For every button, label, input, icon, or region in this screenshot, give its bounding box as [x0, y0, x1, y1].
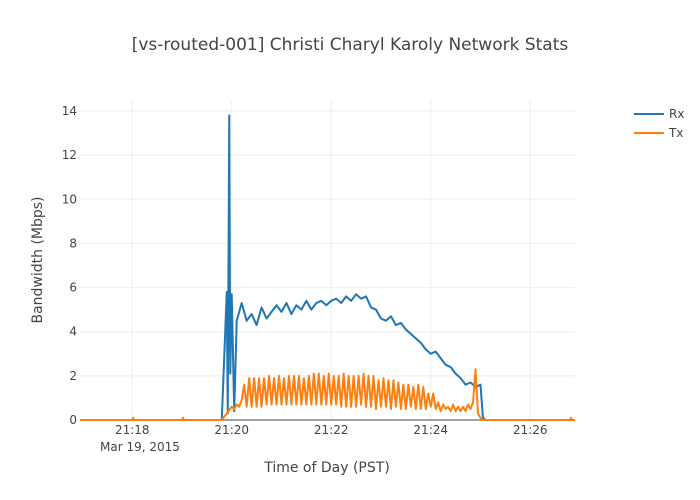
x-axis-title: Time of Day (PST): [263, 460, 390, 476]
y-tick-label: 6: [69, 281, 77, 295]
y-tick-label: 8: [69, 236, 77, 250]
x-tick-label: 21:26: [513, 423, 548, 437]
y-tick-label: 4: [69, 325, 77, 339]
legend-item-rx[interactable]: Rx: [634, 107, 684, 121]
x-tick-label: 21:24: [413, 423, 448, 437]
x-date-label: Mar 19, 2015: [100, 440, 180, 454]
legend-label-tx: Tx: [668, 126, 683, 140]
legend[interactable]: Rx Tx: [634, 107, 684, 140]
y-tick-label: 12: [62, 148, 77, 162]
legend-label-rx: Rx: [669, 107, 684, 121]
y-tick-label: 2: [69, 369, 77, 383]
tick-layer: 0 2 4 6 8 10 12 14 21:18 21:20 21:22 21:24 21:26: [62, 104, 548, 437]
x-tick-label: 21:22: [314, 423, 349, 437]
series-layer: [80, 114, 575, 421]
chart-title: [vs-routed-001] Christi Charyl Karoly Ne…: [132, 35, 569, 55]
y-tick-label: 14: [62, 104, 77, 118]
y-tick-label: 10: [62, 192, 77, 206]
x-tick-label: 21:20: [214, 423, 249, 437]
x-tick-label: 21:18: [115, 423, 150, 437]
y-tick-label: 0: [69, 413, 77, 427]
series-line-rx[interactable]: [80, 114, 575, 421]
legend-item-tx[interactable]: Tx: [634, 126, 683, 140]
y-axis-title: Bandwidth (Mbps): [30, 196, 46, 323]
grid-layer: [80, 100, 575, 421]
series-line-tx[interactable]: [80, 368, 575, 421]
